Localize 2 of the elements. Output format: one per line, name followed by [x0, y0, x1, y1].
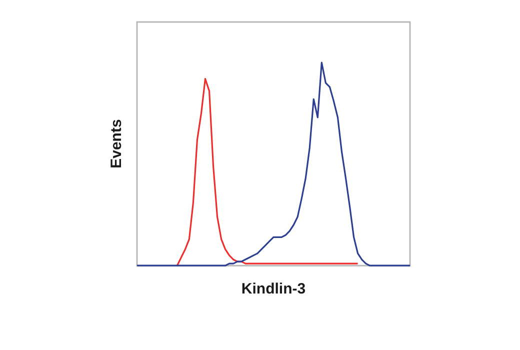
- x-axis-title: Kindlin-3: [241, 280, 306, 298]
- y-axis-title: Events: [108, 119, 126, 168]
